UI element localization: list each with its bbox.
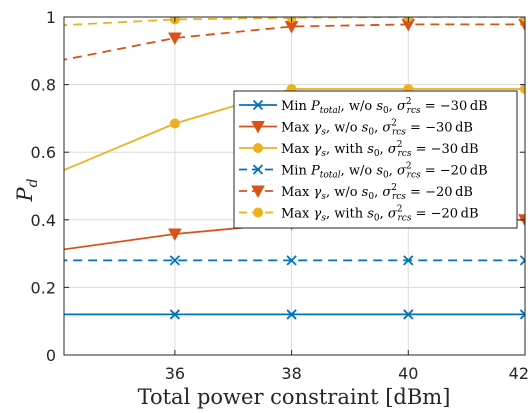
y-axis-label-main: P [13, 187, 37, 203]
legend-label-part: = −30 dB [411, 142, 478, 157]
y-tick-label: 0.2 [31, 278, 56, 297]
legend-label-part: total [320, 106, 341, 116]
legend-label-part: P [310, 164, 320, 179]
legend-label-part: total [320, 171, 341, 181]
legend-label-part: Max [281, 185, 314, 200]
data-point-marker [254, 208, 263, 217]
legend-label-part: Max [281, 142, 314, 157]
y-axis-label-sub: d [25, 178, 41, 187]
legend-label-part: , [380, 207, 388, 222]
legend-label-part: , w/o [341, 164, 377, 179]
y-tick-label: 0.6 [31, 143, 56, 162]
legend-label-part: rcs [398, 149, 412, 159]
x-axis-label: Total power constraint [dBm] [138, 385, 451, 409]
legend-label: Max γs, with s0, σ2 rcs = −30 dB [281, 140, 479, 159]
x-tick-label: 40 [398, 364, 418, 383]
legend-label-part: , [389, 99, 397, 114]
legend-label-part: rcs [407, 106, 421, 116]
y-axis-label: Pd [13, 178, 41, 202]
legend-label-part: , [380, 142, 388, 157]
legend-label-part: Min [281, 164, 311, 179]
legend-label-part: Max [281, 121, 314, 136]
legend-label-part: rcs [407, 171, 421, 181]
x-tick-label: 38 [281, 364, 301, 383]
legend-label-part: , with [326, 207, 367, 222]
legend-label-part: Min [281, 99, 311, 114]
x-tick-label: 42 [509, 364, 529, 383]
legend-label-part: , w/o [341, 99, 377, 114]
legend-label-part: rcs [392, 128, 406, 138]
legend-label: Max γs, with s0, σ2 rcs = −20 dB [281, 205, 479, 224]
y-tick-label: 1 [46, 8, 56, 27]
legend-label-part: , w/o [326, 121, 362, 136]
data-point-marker [254, 144, 263, 153]
legend-label-part: , [374, 185, 382, 200]
legend-label-part: = −30 dB [421, 99, 488, 114]
x-tick-label: 36 [165, 364, 185, 383]
legend-label-part: = −20 dB [406, 185, 473, 200]
legend-label: Max γs, w/o s0, σ2 rcs = −30 dB [281, 119, 473, 138]
legend-label-part: rcs [392, 192, 406, 202]
y-tick-label: 0 [46, 346, 56, 365]
legend-label-part: , w/o [326, 185, 362, 200]
legend-label-part: = −30 dB [406, 121, 473, 136]
data-point-marker [170, 119, 179, 128]
legend-label-part: = −20 dB [421, 164, 488, 179]
y-tick-label: 0.4 [31, 211, 56, 230]
legend-label-part: , [389, 164, 397, 179]
legend-label-part: , with [326, 142, 367, 157]
legend-label-part: P [310, 99, 320, 114]
legend-label-part: Max [281, 207, 314, 222]
legend-label-part: = −20 dB [411, 207, 478, 222]
legend-label: Max γs, w/o s0, σ2 rcs = −20 dB [281, 183, 473, 202]
legend-label-part: , [374, 121, 382, 136]
y-tick-label: 0.8 [31, 76, 56, 95]
legend-label-part: rcs [398, 214, 412, 224]
